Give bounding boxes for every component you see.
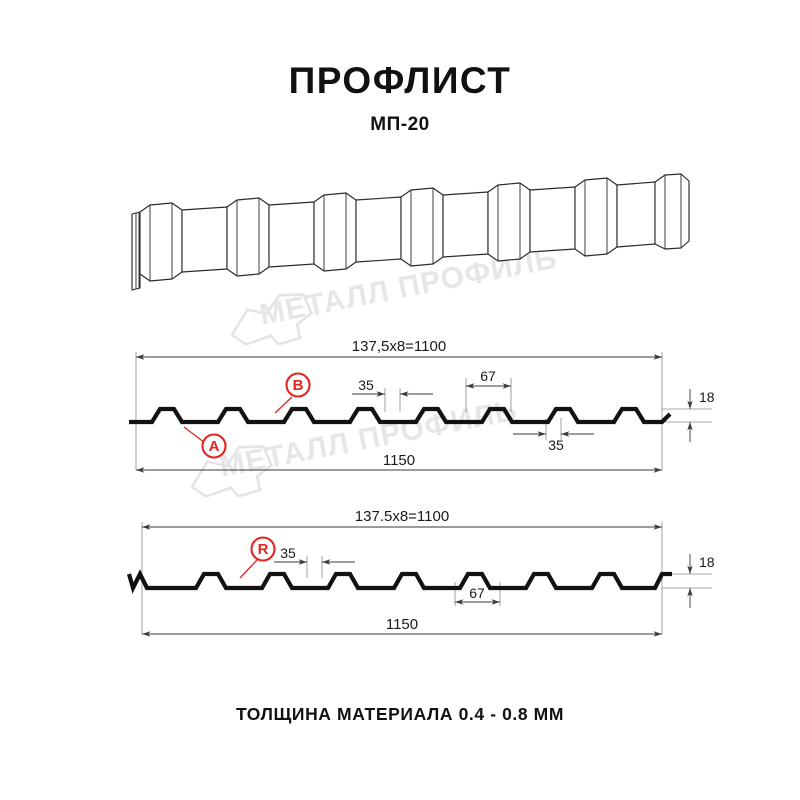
section-b-height-label: 18 [699,554,715,570]
section-a-marker-b: B [274,372,311,414]
section-b-extension-lines [141,522,712,634]
section-b-top-flange-label: 35 [280,545,296,561]
section-b-marker-r: R [239,536,276,579]
section-b-profile-path [126,569,672,594]
section-a-module-dimension-label: 137,5x8=1100 [352,338,446,355]
section-a-view: 137,5x8=1100 1150 35 67 35 18 [129,338,715,473]
section-a-marker-a-label: A [209,438,220,455]
page-subtitle: МП-20 [370,113,430,135]
material-thickness-caption: ТОЛЩИНА МАТЕРИАЛА 0.4 - 0.8 ММ [235,704,565,724]
section-b-module-dimension-label: 137.5x8=1100 [355,508,449,525]
section-b-overall-dimension-label: 1150 [386,616,418,633]
section-a-height-label: 18 [699,389,715,405]
section-a-marker-b-label: B [293,377,304,394]
title-block: ПРОФЛИСТ МП-20 [0,60,800,136]
section-b-view: 137.5x8=1100 1150 35 67 18 R [126,508,715,637]
section-a-marker-a: A [183,426,227,459]
section-a-profile-path [129,406,672,425]
section-a-overall-dimension-label: 1150 [383,452,415,469]
section-b-bottom-flange-label: 67 [469,585,485,601]
watermark-logo-icon [230,293,313,346]
caption-block: ТОЛЩИНА МАТЕРИАЛА 0.4 - 0.8 ММ [0,704,800,725]
section-b-marker-r-label: R [258,541,269,558]
section-a-bottom-flange-label: 67 [480,368,496,384]
isometric-view [131,173,690,291]
section-a-bottom-flange-label-2: 35 [548,437,564,453]
section-a-top-flange-label: 35 [358,377,374,393]
page-title: ПРОФЛИСТ [288,60,512,101]
